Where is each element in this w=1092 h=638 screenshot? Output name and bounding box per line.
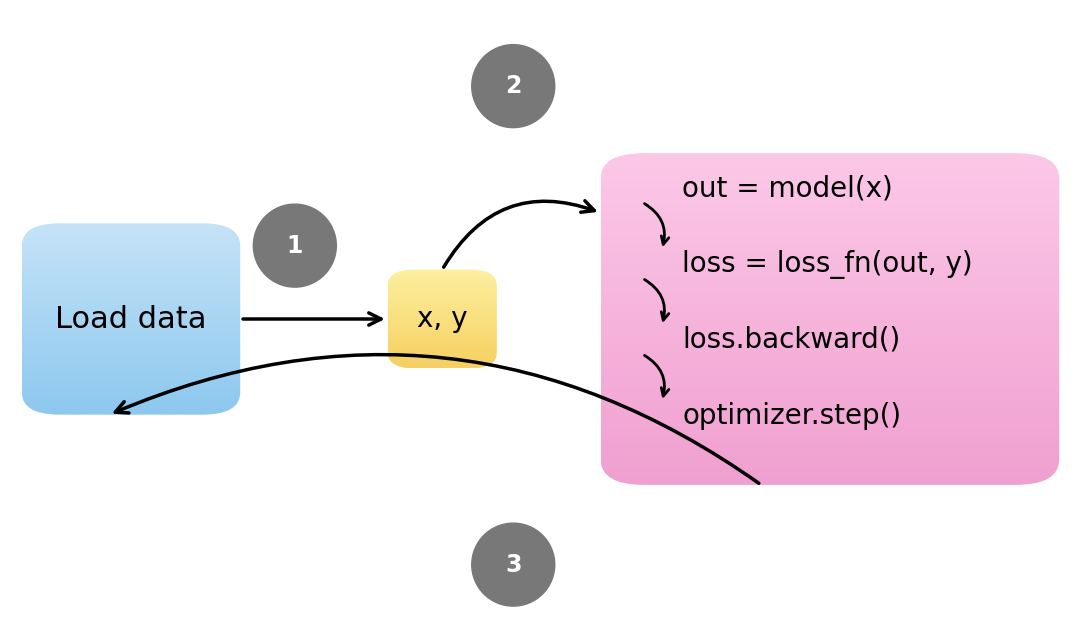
Text: 3: 3 — [505, 553, 522, 577]
Text: optimizer.step(): optimizer.step() — [682, 402, 902, 430]
Text: Load data: Load data — [56, 304, 206, 334]
Text: x, y: x, y — [417, 305, 467, 333]
Ellipse shape — [472, 45, 555, 128]
Ellipse shape — [472, 523, 555, 606]
Text: loss.backward(): loss.backward() — [682, 326, 901, 354]
Text: 2: 2 — [506, 74, 521, 98]
Text: loss = loss_fn(out, y): loss = loss_fn(out, y) — [682, 249, 973, 279]
Ellipse shape — [253, 204, 336, 287]
Text: out = model(x): out = model(x) — [682, 174, 893, 202]
Text: 1: 1 — [287, 234, 302, 258]
